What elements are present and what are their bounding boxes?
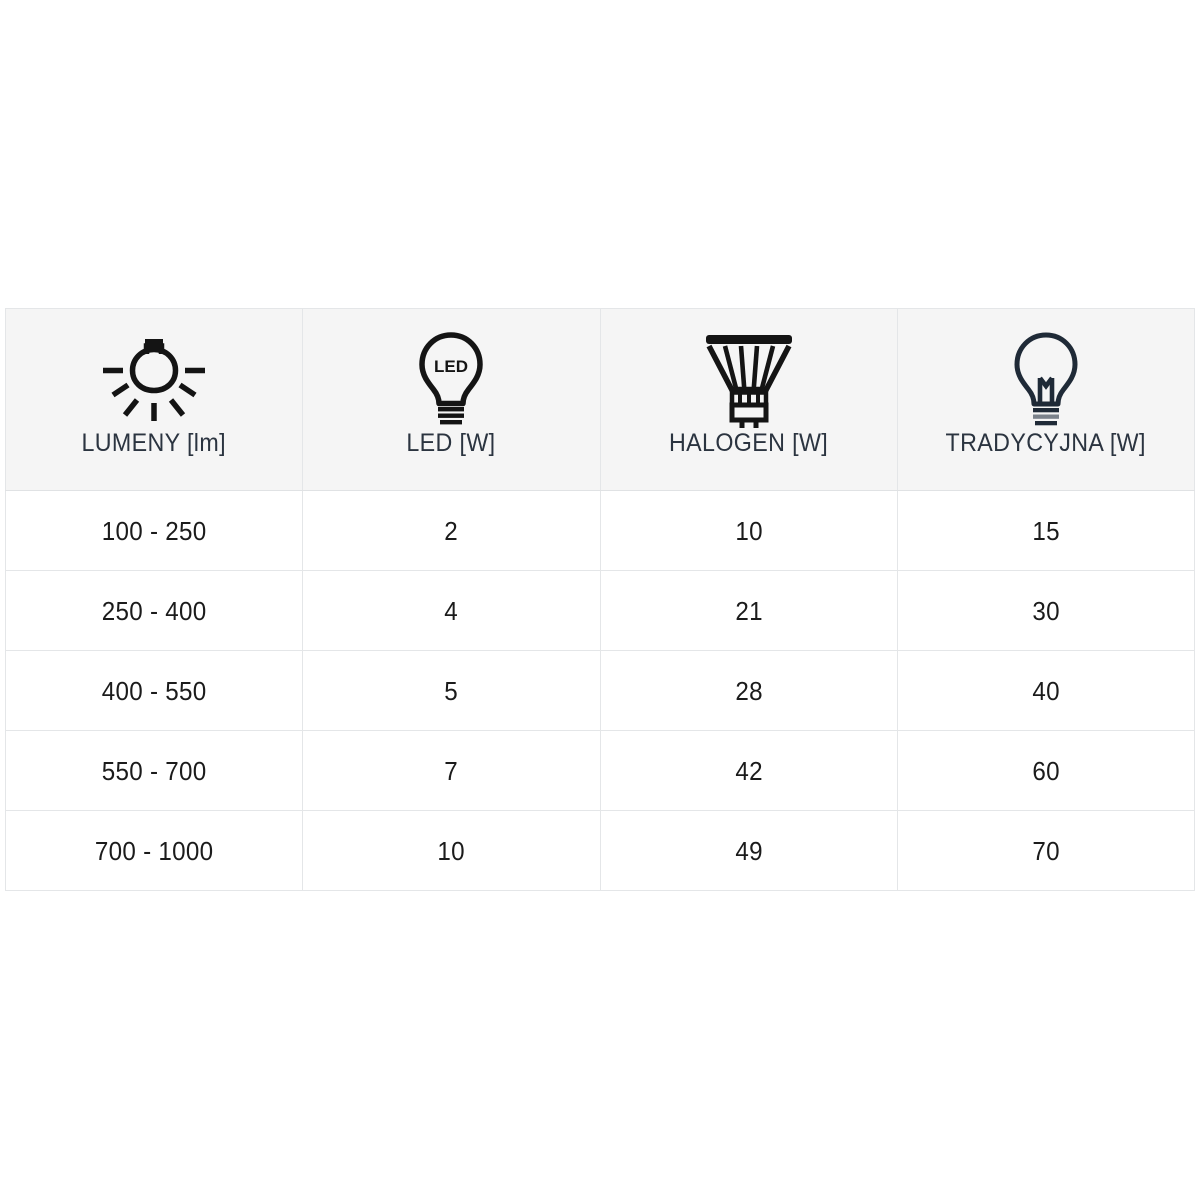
cell-value: 550 - 700	[101, 755, 207, 786]
cell-value: 10	[734, 515, 763, 546]
table-body: 100 - 250 2 10 15 250 - 400 4 21 30 400 …	[4, 490, 1196, 891]
cell-lumens: 700 - 1000	[4, 810, 304, 891]
cell-traditional: 40	[896, 650, 1196, 731]
comparison-table-container: LUMENY [lm]	[4, 308, 1196, 891]
cell-value: 15	[1032, 515, 1060, 546]
cell-value: 5	[444, 675, 459, 706]
table-header-row: LUMENY [lm]	[4, 308, 1196, 491]
shining-bulb-icon	[101, 327, 207, 431]
table-row: 550 - 700 7 42 60	[4, 730, 1196, 811]
cell-led: 5	[302, 650, 601, 731]
column-header-label: HALOGEN [W]	[669, 429, 829, 457]
column-header-label: LED [W]	[406, 429, 496, 457]
cell-halogen: 10	[599, 490, 898, 571]
cell-value: 2	[444, 515, 459, 546]
cell-value: 30	[1032, 595, 1060, 626]
cell-lumens: 100 - 250	[4, 490, 304, 571]
cell-traditional: 60	[896, 730, 1196, 811]
cell-halogen: 21	[599, 570, 898, 651]
cell-value: 10	[437, 835, 466, 866]
cell-value: 60	[1032, 755, 1060, 786]
column-header-lumens: LUMENY [lm]	[4, 308, 304, 491]
cell-value: 42	[734, 755, 763, 786]
incandescent-bulb-icon	[1010, 327, 1082, 431]
cell-value: 4	[444, 595, 459, 626]
column-header-label: TRADYCYJNA [W]	[945, 429, 1147, 457]
cell-led: 7	[302, 730, 601, 811]
cell-value: 49	[734, 835, 763, 866]
cell-value: 250 - 400	[101, 595, 207, 626]
cell-lumens: 400 - 550	[4, 650, 304, 731]
cell-value: 7	[444, 755, 459, 786]
cell-value: 400 - 550	[101, 675, 207, 706]
lumen-wattage-comparison-table: LUMENY [lm]	[4, 308, 1196, 891]
led-icon-text: LED	[434, 357, 468, 376]
cell-value: 28	[734, 675, 763, 706]
cell-lumens: 250 - 400	[4, 570, 304, 651]
cell-halogen: 49	[599, 810, 898, 891]
cell-value: 70	[1032, 835, 1060, 866]
cell-value: 100 - 250	[101, 515, 207, 546]
cell-lumens: 550 - 700	[4, 730, 304, 811]
column-header-traditional: TRADYCYJNA [W]	[896, 308, 1196, 491]
cell-halogen: 28	[599, 650, 898, 731]
halogen-mr16-icon	[702, 327, 796, 431]
led-bulb-icon: LED	[415, 327, 487, 431]
column-header-halogen: HALOGEN [W]	[599, 308, 898, 491]
column-header-led: LED LED [W]	[302, 308, 601, 491]
cell-value: 21	[734, 595, 763, 626]
cell-halogen: 42	[599, 730, 898, 811]
cell-led: 2	[302, 490, 601, 571]
cell-traditional: 30	[896, 570, 1196, 651]
cell-traditional: 15	[896, 490, 1196, 571]
table-row: 250 - 400 4 21 30	[4, 570, 1196, 651]
cell-led: 10	[302, 810, 601, 891]
cell-value: 40	[1032, 675, 1060, 706]
column-header-label: LUMENY [lm]	[81, 429, 227, 457]
cell-value: 700 - 1000	[94, 835, 214, 866]
table-header: LUMENY [lm]	[4, 308, 1196, 491]
table-row: 100 - 250 2 10 15	[4, 490, 1196, 571]
cell-led: 4	[302, 570, 601, 651]
cell-traditional: 70	[896, 810, 1196, 891]
table-row: 700 - 1000 10 49 70	[4, 810, 1196, 891]
table-row: 400 - 550 5 28 40	[4, 650, 1196, 731]
